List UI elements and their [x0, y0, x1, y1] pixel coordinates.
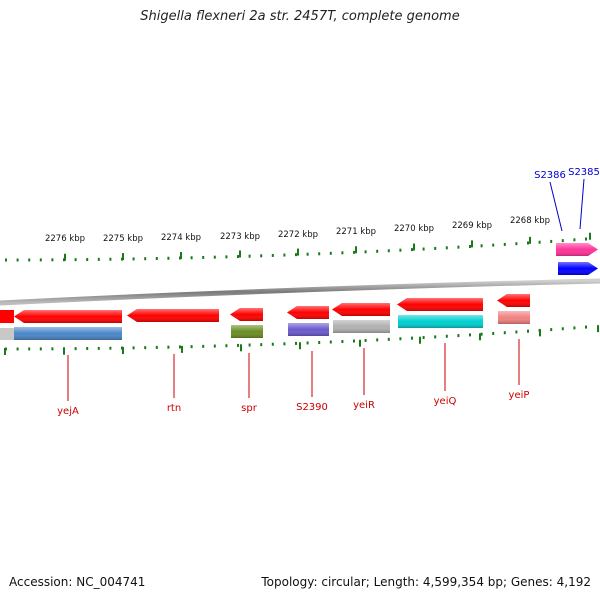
feature-block-shading: [333, 320, 390, 333]
gene-label-yeiQ: yeiQ: [434, 396, 457, 407]
feature-block-shading: [498, 311, 530, 324]
gene-label-group: yejA rtn spr S2390 yeiR yeiQ yeiP S2386 S2385: [57, 167, 600, 417]
scale-label: 2272 kbp: [278, 230, 318, 240]
gene-label-S2385: S2385: [568, 167, 600, 178]
scale-label: 2268 kbp: [510, 216, 550, 226]
outer-scale-ruler: [5, 232, 591, 262]
gene-arrow-shading: [332, 303, 390, 316]
gene-S2385: [558, 262, 598, 275]
map-title: Shigella flexneri 2a str. 2457T, complet…: [140, 9, 460, 24]
gene-spr: [230, 308, 263, 321]
feature-block-shading: [231, 325, 263, 338]
partial-feature-block: [0, 328, 14, 340]
feature-block-shading: [14, 327, 122, 340]
scale-label: 2271 kbp: [336, 227, 376, 237]
gene-yeiR: [332, 303, 390, 316]
scale-label: 2275 kbp: [103, 234, 143, 244]
scale-label: 2276 kbp: [45, 234, 85, 244]
gene-label-S2390: S2390: [296, 402, 328, 413]
scale-label: 2274 kbp: [161, 233, 201, 243]
scale-label: 2269 kbp: [452, 221, 492, 231]
gene-label-yeiP: yeiP: [509, 390, 530, 401]
gene-label-S2386: S2386: [534, 170, 566, 181]
partial-gene-arrow: [0, 310, 14, 323]
gene-label-rtn: rtn: [167, 403, 181, 414]
gene-arrow-shading: [14, 310, 122, 323]
forward-gene-track: [556, 243, 598, 275]
reverse-gene-track: [0, 294, 530, 323]
gene-arrow-shading: [287, 306, 329, 319]
feature-track: [0, 311, 530, 340]
gene-rtn: [127, 309, 219, 322]
inner-scale-ruler: [4, 325, 599, 355]
scale-label: 2270 kbp: [394, 224, 434, 234]
feature-block-shading: [398, 315, 483, 328]
gene-arrow-shading: [497, 294, 530, 307]
gene-arrow-shading: [230, 308, 263, 321]
label-leader-line: [549, 181, 563, 232]
gene-arrow-shading: [556, 243, 598, 256]
gene-yeiP: [497, 294, 530, 307]
gene-label-spr: spr: [241, 403, 258, 414]
gene-yeiQ: [397, 298, 483, 311]
genome-summary-text: Topology: circular; Length: 4,599,354 bp…: [261, 575, 591, 589]
scale-label: 2273 kbp: [220, 232, 260, 242]
scale-label-group: 2276 kbp 2275 kbp 2274 kbp 2273 kbp 2272 kbp…: [45, 216, 550, 244]
genome-backbone: [0, 278, 600, 306]
gene-label-yejA: yejA: [57, 406, 79, 417]
gene-S2386: [556, 243, 598, 256]
gene-arrow-shading: [558, 262, 598, 275]
gene-yejA: [14, 310, 122, 323]
accession-text: Accession: NC_004741: [9, 575, 146, 589]
gene-arrow-shading: [397, 298, 483, 311]
gene-label-yeiR: yeiR: [353, 400, 375, 411]
gene-S2390: [287, 306, 329, 319]
label-leader-line: [579, 178, 585, 230]
gene-arrow-shading: [127, 309, 219, 322]
feature-block-shading: [288, 323, 329, 336]
